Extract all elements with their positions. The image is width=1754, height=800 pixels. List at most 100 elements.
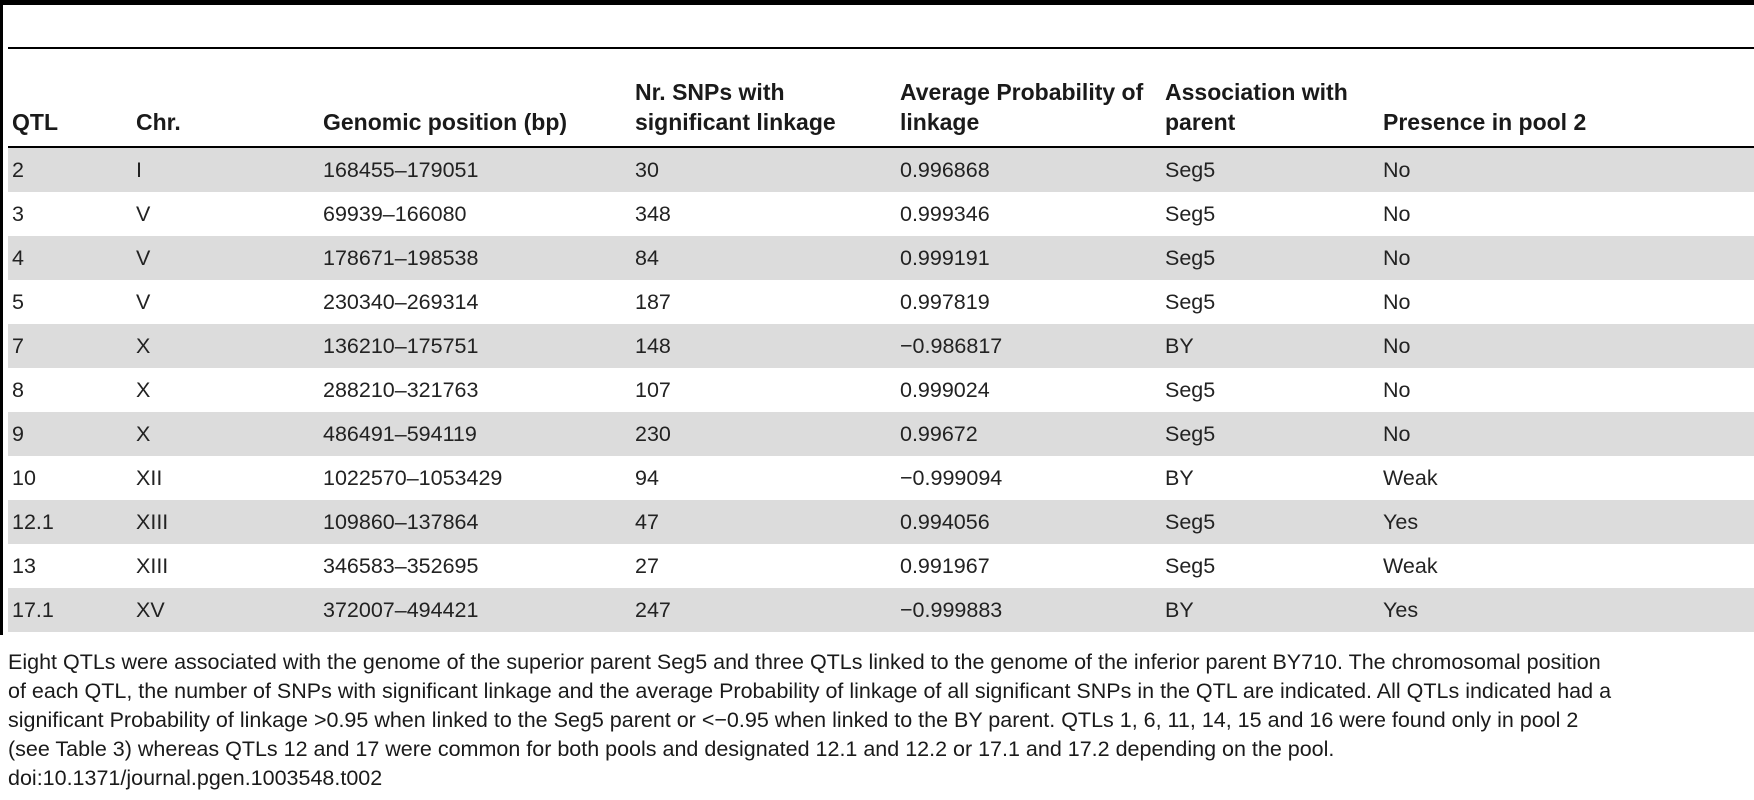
cell-snps: 247 [631, 588, 896, 632]
header-association: Association with parent [1165, 79, 1348, 135]
cell-qtl: 17.1 [8, 588, 132, 632]
cell-snps: 107 [635, 377, 671, 402]
cell-probability: 0.997819 [900, 289, 990, 314]
cell-snps: 187 [635, 289, 671, 314]
cell-pool2: No [1379, 412, 1754, 456]
cell-probability: 0.994056 [896, 500, 1161, 544]
cell-snps: 94 [635, 465, 659, 490]
table-row: 9 X 486491–594119 230 0.99672 Seg5 No [8, 412, 1754, 456]
cell-chr: I [132, 146, 319, 192]
cell-pool2: Weak [1383, 465, 1438, 490]
doi-link[interactable]: doi:10.1371/journal.pgen.1003548.t002 [8, 766, 383, 790]
cell-position: 486491–594119 [319, 412, 631, 456]
cell-position: 136210–175751 [319, 324, 631, 368]
cell-association: Seg5 [1161, 236, 1379, 280]
cell-qtl: 7 [8, 324, 132, 368]
cell-snps: 348 [635, 201, 671, 226]
cell-position: 230340–269314 [323, 289, 479, 314]
cell-pool2: No [1379, 146, 1754, 192]
table-row: 2 I 168455–179051 30 0.996868 Seg5 No [8, 146, 1754, 192]
cell-qtl: 8 [12, 377, 24, 402]
cell-association: Seg5 [1165, 377, 1216, 402]
cell-qtl: 13 [12, 553, 36, 578]
cell-chr: XIII [132, 500, 319, 544]
table-row: 7 X 136210–175751 148 −0.986817 BY No [8, 324, 1754, 368]
cell-chr: V [132, 236, 319, 280]
cell-position: 1022570–1053429 [323, 465, 503, 490]
left-border-rule [0, 0, 3, 635]
table-row: 17.1 XV 372007–494421 247 −0.999883 BY Y… [8, 588, 1754, 632]
cell-qtl: 12.1 [8, 500, 132, 544]
cell-probability: −0.999883 [896, 588, 1161, 632]
header-qtl: QTL [12, 109, 58, 135]
cell-position: 346583–352695 [323, 553, 479, 578]
cell-association: Seg5 [1165, 201, 1216, 226]
cell-pool2: Yes [1379, 588, 1754, 632]
cell-qtl: 2 [8, 146, 132, 192]
table-row: 3 V 69939–166080 348 0.999346 Seg5 No [8, 192, 1754, 236]
header-top-rule [8, 47, 1754, 49]
cell-chr: V [136, 201, 151, 226]
cell-probability: 0.99672 [896, 412, 1161, 456]
cell-qtl: 4 [8, 236, 132, 280]
cell-pool2: Weak [1383, 553, 1438, 578]
cell-qtl: 3 [12, 201, 24, 226]
header-nr-snps: Nr. SNPs with significant linkage [635, 79, 836, 135]
cell-pool2: No [1379, 324, 1754, 368]
cell-snps: 148 [631, 324, 896, 368]
cell-snps: 30 [631, 146, 896, 192]
cell-association: BY [1165, 465, 1194, 490]
cell-qtl: 10 [12, 465, 36, 490]
cell-qtl: 5 [12, 289, 24, 314]
top-border-rule [0, 0, 1754, 5]
cell-association: Seg5 [1165, 289, 1216, 314]
qtl-table: QTL Chr. Genomic position (bp) Nr. SNPs … [8, 49, 1754, 632]
table-header-row: QTL Chr. Genomic position (bp) Nr. SNPs … [8, 49, 1754, 147]
cell-snps: 27 [635, 553, 659, 578]
cell-position: 178671–198538 [319, 236, 631, 280]
cell-association: BY [1161, 588, 1379, 632]
table-row: 8 X 288210–321763 107 0.999024 Seg5 No [8, 368, 1754, 412]
cell-pool2: No [1383, 377, 1411, 402]
footnote-line: Eight QTLs were associated with the geno… [8, 650, 1601, 674]
cell-chr: X [136, 377, 151, 402]
footnote-line: significant Probability of linkage >0.95… [8, 708, 1579, 732]
footnote-line: (see Table 3) whereas QTLs 12 and 17 wer… [8, 737, 1335, 761]
cell-probability: −0.999094 [900, 465, 1003, 490]
cell-pool2: No [1379, 236, 1754, 280]
cell-chr: XV [132, 588, 319, 632]
table-row: 5 V 230340–269314 187 0.997819 Seg5 No [8, 280, 1754, 324]
cell-pool2: Yes [1379, 500, 1754, 544]
cell-association: Seg5 [1161, 500, 1379, 544]
cell-snps: 84 [631, 236, 896, 280]
cell-chr: V [136, 289, 151, 314]
table-row: 10 XII 1022570–1053429 94 −0.999094 BY W… [8, 456, 1754, 500]
cell-association: Seg5 [1161, 412, 1379, 456]
cell-probability: −0.986817 [896, 324, 1161, 368]
cell-probability: 0.999346 [900, 201, 990, 226]
cell-pool2: No [1383, 289, 1411, 314]
cell-association: Seg5 [1165, 553, 1216, 578]
cell-chr: XIII [136, 553, 169, 578]
cell-snps: 47 [631, 500, 896, 544]
cell-pool2: No [1383, 201, 1411, 226]
cell-probability: 0.991967 [900, 553, 990, 578]
cell-probability: 0.999191 [896, 236, 1161, 280]
cell-chr: X [132, 412, 319, 456]
cell-snps: 230 [631, 412, 896, 456]
cell-chr: XII [136, 465, 163, 490]
header-chr: Chr. [136, 109, 181, 135]
cell-association: BY [1161, 324, 1379, 368]
cell-chr: X [132, 324, 319, 368]
cell-position: 69939–166080 [323, 201, 467, 226]
header-genomic-position: Genomic position (bp) [323, 109, 568, 135]
cell-qtl: 9 [8, 412, 132, 456]
cell-probability: 0.996868 [896, 146, 1161, 192]
cell-association: Seg5 [1161, 146, 1379, 192]
cell-position: 288210–321763 [323, 377, 479, 402]
cell-probability: 0.999024 [900, 377, 990, 402]
cell-position: 109860–137864 [319, 500, 631, 544]
table-footnote: Eight QTLs were associated with the geno… [8, 648, 1754, 793]
footnote-line: of each QTL, the number of SNPs with sig… [8, 679, 1612, 703]
table-row: 13 XIII 346583–352695 27 0.991967 Seg5 W… [8, 544, 1754, 588]
